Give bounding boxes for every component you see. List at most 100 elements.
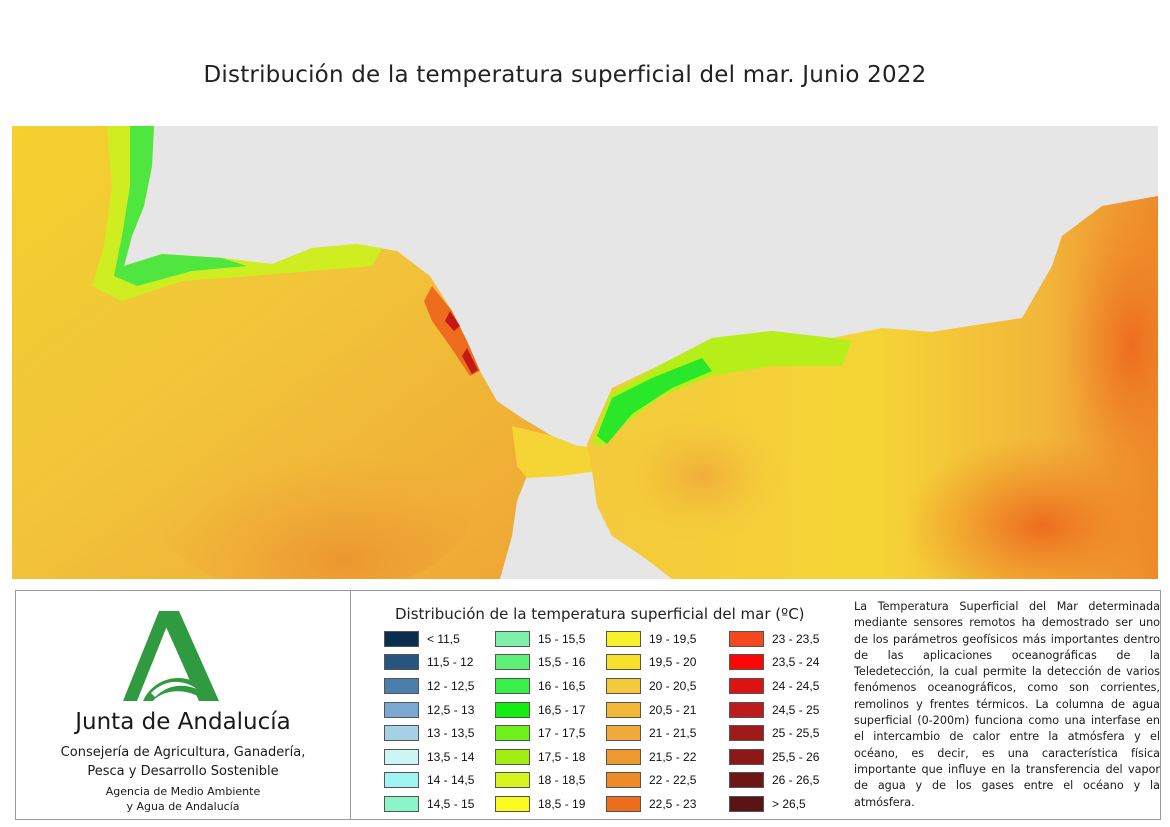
legend-swatch xyxy=(384,677,419,694)
legend-swatch xyxy=(495,725,530,742)
legend-label: 18,5 - 19 xyxy=(538,796,586,811)
legend-label: 21 - 21,5 xyxy=(649,726,697,741)
legend-item: > 26,5 xyxy=(729,792,819,816)
legend-label: 16 - 16,5 xyxy=(538,678,586,693)
mediterranean-cold-band xyxy=(592,331,852,446)
temperature-legend: Distribución de la temperatura superfici… xyxy=(350,591,852,819)
legend-item: 25,5 - 26 xyxy=(729,745,819,769)
legend-label: 22 - 22,5 xyxy=(649,773,697,788)
gulf-warm-zone xyxy=(152,416,472,579)
strait-of-gibraltar xyxy=(512,426,612,478)
legend-label: 17,5 - 18 xyxy=(538,749,586,764)
legend-swatch xyxy=(729,795,764,812)
legend-label: 25,5 - 26 xyxy=(772,749,820,764)
info-panel: Junta de Andalucía Consejería de Agricul… xyxy=(15,590,1161,820)
junta-andalucia-logo-icon xyxy=(123,611,219,701)
institution-name: Junta de Andalucía xyxy=(75,709,291,735)
legend-item: 20 - 20,5 xyxy=(606,674,696,698)
legend-item: 14 - 14,5 xyxy=(384,769,474,793)
legend-swatch xyxy=(606,772,641,789)
legend-item: 21 - 21,5 xyxy=(606,721,696,745)
legend-item: 16,5 - 17 xyxy=(495,698,585,722)
legend-label: 15,5 - 16 xyxy=(538,655,586,670)
alboran-gyre xyxy=(612,406,792,546)
legend-swatch xyxy=(384,654,419,671)
legend-item: 12,5 - 13 xyxy=(384,698,474,722)
legend-swatch xyxy=(495,654,530,671)
legend-item: 23 - 23,5 xyxy=(729,627,819,651)
legend-label: 26 - 26,5 xyxy=(772,773,820,788)
legend-label: 12,5 - 13 xyxy=(427,702,475,717)
legend-label: 13,5 - 14 xyxy=(427,749,475,764)
legend-item: 14,5 - 15 xyxy=(384,792,474,816)
legend-swatch xyxy=(606,630,641,647)
north-eastern-warm-zone xyxy=(1062,196,1158,496)
legend-swatch xyxy=(729,701,764,718)
legend-label: 14,5 - 15 xyxy=(427,796,475,811)
legend-item: 26 - 26,5 xyxy=(729,769,819,793)
coastal-upwelling-green xyxy=(114,126,247,286)
legend-item: 25 - 25,5 xyxy=(729,721,819,745)
legend-item: 12 - 12,5 xyxy=(384,674,474,698)
legend-label: 24 - 24,5 xyxy=(772,678,820,693)
legend-title: Distribución de la temperatura superfici… xyxy=(395,605,805,623)
legend-item: 13,5 - 14 xyxy=(384,745,474,769)
legend-swatch xyxy=(606,748,641,765)
legend-label: 23,5 - 24 xyxy=(772,655,820,670)
legend-item: 22,5 - 23 xyxy=(606,792,696,816)
legend-item: 17,5 - 18 xyxy=(495,745,585,769)
legend-item: 16 - 16,5 xyxy=(495,674,585,698)
department-line-1: Consejería de Agricultura, Ganadería, xyxy=(60,745,306,760)
legend-swatch xyxy=(384,725,419,742)
legend-item: 24,5 - 25 xyxy=(729,698,819,722)
legend-item: 22 - 22,5 xyxy=(606,769,696,793)
legend-swatch xyxy=(495,748,530,765)
legend-label: 20,5 - 21 xyxy=(649,702,697,717)
legend-item: 21,5 - 22 xyxy=(606,745,696,769)
agency-line-1: Agencia de Medio Ambiente xyxy=(105,785,261,798)
legend-label: 16,5 - 17 xyxy=(538,702,586,717)
legend-column: 15 - 15,5 15,5 - 16 16 - 16,5 16,5 - 17 17 -… xyxy=(495,627,585,816)
legend-swatch xyxy=(384,772,419,789)
legend-item: 17 - 17,5 xyxy=(495,721,585,745)
legend-column: 23 - 23,5 23,5 - 24 24 - 24,5 24,5 - 25 25 -… xyxy=(729,627,819,816)
agency-line-2: y Agua de Andalucía xyxy=(126,800,240,813)
mediterranean-cold-core xyxy=(597,358,712,444)
legend-item: 15,5 - 16 xyxy=(495,651,585,675)
legend-label: 15 - 15,5 xyxy=(538,631,586,646)
legend-label: > 26,5 xyxy=(772,796,806,811)
legend-swatch xyxy=(495,677,530,694)
legend-item: 19 - 19,5 xyxy=(606,627,696,651)
legend-item: 11,5 - 12 xyxy=(384,651,474,675)
legend-label: 22,5 - 23 xyxy=(649,796,697,811)
legend-swatch xyxy=(729,748,764,765)
legend-swatch xyxy=(495,701,530,718)
legend-swatch xyxy=(606,654,641,671)
description-text: La Temperatura Superficial del Mar deter… xyxy=(854,600,1160,809)
legend-label: 20 - 20,5 xyxy=(649,678,697,693)
department-line-2: Pesca y Desarrollo Sostenible xyxy=(87,764,279,779)
legend-swatch xyxy=(384,630,419,647)
legend-swatch xyxy=(729,725,764,742)
legend-swatch xyxy=(606,677,641,694)
legend-swatch xyxy=(495,772,530,789)
legend-label: 19,5 - 20 xyxy=(649,655,697,670)
legend-swatch xyxy=(729,630,764,647)
map-title: Distribución de la temperatura superfici… xyxy=(203,62,927,88)
legend-swatch xyxy=(729,677,764,694)
legend-label: 21,5 - 22 xyxy=(649,749,697,764)
legend-item: 24 - 24,5 xyxy=(729,674,819,698)
legend-item: 23,5 - 24 xyxy=(729,651,819,675)
legend-swatch xyxy=(606,725,641,742)
legend-swatch xyxy=(495,630,530,647)
legend-swatch xyxy=(606,701,641,718)
legend-label: 14 - 14,5 xyxy=(427,773,475,788)
sea-temperature-map xyxy=(12,126,1158,579)
legend-label: 18 - 18,5 xyxy=(538,773,586,788)
legend-swatch xyxy=(384,701,419,718)
legend-item: 18,5 - 19 xyxy=(495,792,585,816)
legend-item: 20,5 - 21 xyxy=(606,698,696,722)
legend-label: 13 - 13,5 xyxy=(427,726,475,741)
legend-label: 19 - 19,5 xyxy=(649,631,697,646)
legend-label: 23 - 23,5 xyxy=(772,631,820,646)
